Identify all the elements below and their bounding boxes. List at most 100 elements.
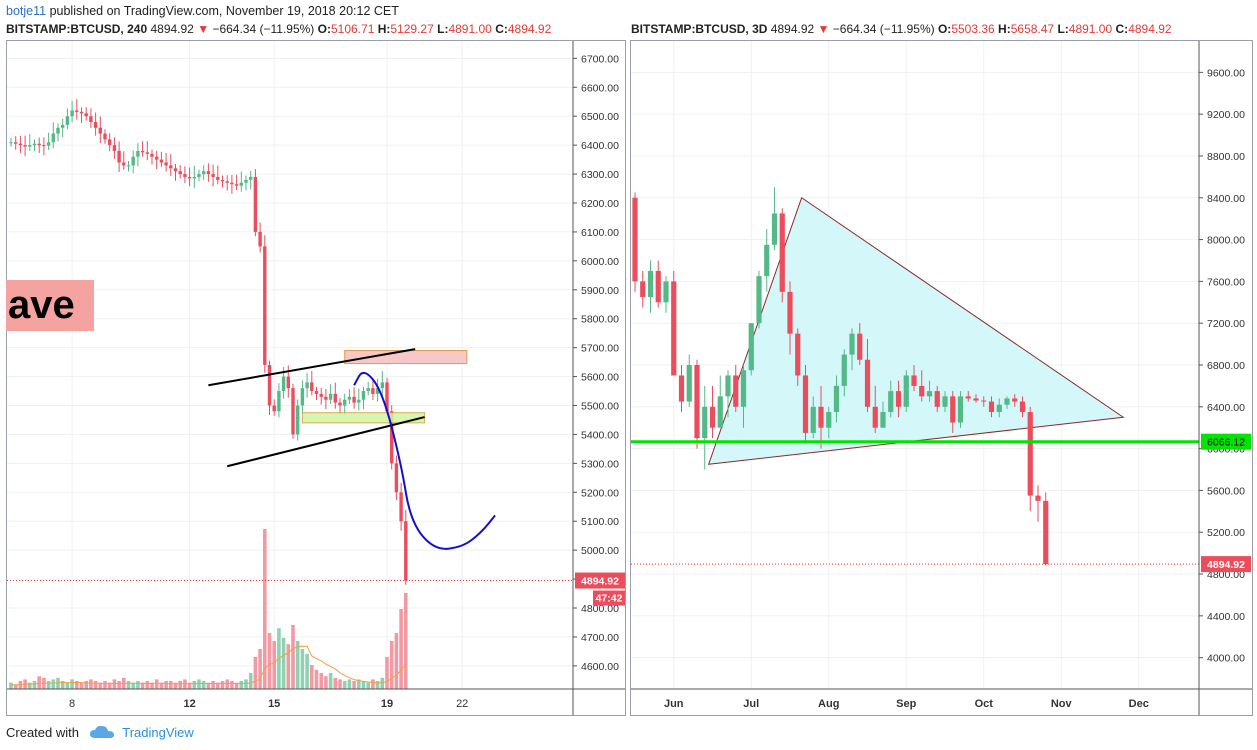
candle-body bbox=[51, 133, 55, 143]
tradingview-brand[interactable]: TradingView bbox=[122, 725, 194, 740]
publish-text: published on TradingView.com, November 1… bbox=[49, 4, 399, 18]
candle-body bbox=[880, 412, 886, 428]
y-tick-label: 5900.00 bbox=[581, 285, 619, 297]
volume-bar bbox=[117, 681, 121, 689]
low-label: L: bbox=[1057, 22, 1069, 36]
candle-body bbox=[300, 388, 305, 406]
volume-bar bbox=[107, 682, 112, 689]
volume-bar bbox=[183, 679, 187, 689]
candle-body bbox=[122, 162, 126, 166]
x-tick-label: Nov bbox=[1051, 698, 1073, 710]
volume-bar bbox=[84, 681, 88, 689]
candle-body bbox=[324, 396, 328, 400]
open-label: O: bbox=[317, 22, 331, 36]
candle-body bbox=[671, 281, 677, 376]
candle-body bbox=[725, 375, 731, 397]
volume-bar bbox=[37, 676, 41, 689]
volume-bar bbox=[164, 681, 168, 689]
candle-body bbox=[56, 127, 60, 134]
volume-bar bbox=[319, 673, 323, 689]
candle-body bbox=[202, 171, 206, 175]
candle-body bbox=[864, 359, 871, 407]
volume-bar bbox=[371, 679, 375, 689]
volume-bar bbox=[305, 653, 309, 689]
candle-body bbox=[973, 398, 979, 401]
y-tick-label: 6200.00 bbox=[581, 198, 619, 210]
open-value: 5106.71 bbox=[330, 22, 375, 36]
candle-body bbox=[385, 382, 389, 412]
candle-body bbox=[230, 182, 234, 185]
x-tick-label: Oct bbox=[975, 698, 994, 710]
candle-body bbox=[740, 370, 747, 407]
author-link[interactable]: botje11 bbox=[6, 4, 47, 18]
volume-bar bbox=[159, 682, 164, 689]
y-tick-label: 5600.00 bbox=[1207, 485, 1245, 497]
volume-bar bbox=[404, 593, 408, 689]
close-value: 4894.92 bbox=[1128, 22, 1172, 36]
candle-body bbox=[764, 244, 770, 277]
volume-bar bbox=[169, 681, 173, 689]
volume-bar bbox=[394, 633, 399, 689]
candle-body bbox=[934, 391, 940, 407]
candle-body bbox=[347, 396, 352, 400]
candle-body bbox=[333, 393, 337, 403]
candle-body bbox=[211, 174, 215, 177]
volume-bar bbox=[310, 665, 314, 689]
last-price: 4894.92 bbox=[770, 22, 815, 36]
candle-body bbox=[253, 176, 258, 232]
support-badge-label: 6066.12 bbox=[1207, 437, 1245, 449]
x-tick-label: 12 bbox=[183, 698, 195, 710]
candle-body bbox=[756, 276, 762, 324]
open-value: 5503.36 bbox=[951, 22, 995, 36]
projection-curve bbox=[353, 371, 496, 550]
candle-body bbox=[263, 246, 267, 365]
candle-body bbox=[380, 382, 384, 389]
left-chart-header: BITSTAMP:BTCUSD, 240 4894.92 ▼ −664.34 (… bbox=[6, 22, 551, 36]
y-tick-label: 6700.00 bbox=[581, 53, 619, 65]
right-chart-header: BITSTAMP:BTCUSD, 3D 4894.92 ▼ −664.34 (−… bbox=[631, 22, 1172, 36]
candle-body bbox=[950, 396, 956, 423]
low-value: 4891.00 bbox=[1068, 22, 1113, 36]
y-tick-label: 5400.00 bbox=[581, 429, 619, 441]
candle-body bbox=[150, 153, 154, 157]
chart-3d-panel[interactable]: 9600.00 9200.00 8800.00 8400.00 8000.00 7600.… bbox=[630, 40, 1253, 716]
high-value: 5658.47 bbox=[1010, 22, 1055, 36]
y-tick-label: 4000.00 bbox=[1207, 653, 1245, 665]
volume-sma-line bbox=[10, 645, 407, 686]
volume-bar bbox=[154, 679, 159, 689]
candle-body bbox=[187, 176, 192, 179]
volume-bar bbox=[357, 679, 361, 689]
x-tick-label: Jul bbox=[743, 698, 759, 710]
chart-4h-panel[interactable]: 6700.00 6600.00 6500.00 6400.00 6300.00 6200.… bbox=[6, 40, 626, 716]
down-arrow-icon: ▼ bbox=[197, 22, 210, 36]
last-price-badge bbox=[575, 572, 625, 589]
candle-body bbox=[239, 182, 243, 186]
chart-3d-svg[interactable]: 9600.00 9200.00 8800.00 8400.00 8000.00 7600.… bbox=[631, 41, 1252, 715]
candle-body bbox=[640, 281, 646, 298]
volume-bar bbox=[103, 681, 107, 689]
volume-bar bbox=[98, 682, 103, 689]
volume-bar bbox=[258, 649, 262, 689]
y-tick-label: 4400.00 bbox=[1207, 611, 1245, 623]
volume-bar bbox=[328, 673, 333, 689]
volume-bar bbox=[399, 609, 403, 689]
x-tick-label: Jun bbox=[664, 698, 684, 710]
last-price-badge-label: 4894.92 bbox=[581, 576, 619, 588]
volume-bar bbox=[281, 637, 286, 689]
created-with-text: Created with bbox=[6, 725, 79, 740]
candle-body bbox=[404, 521, 408, 581]
candle-body bbox=[234, 184, 239, 186]
candle-body bbox=[173, 168, 178, 172]
volume-bar bbox=[291, 625, 295, 689]
volume-bar bbox=[314, 669, 319, 689]
volume-bar bbox=[93, 681, 98, 689]
volume-bar bbox=[51, 679, 56, 689]
candle-body bbox=[79, 111, 84, 114]
candle-body bbox=[296, 405, 300, 435]
candle-body bbox=[37, 143, 41, 146]
candle-body bbox=[319, 393, 323, 397]
chart-4h-svg[interactable]: 6700.00 6600.00 6500.00 6400.00 6300.00 6200.… bbox=[7, 41, 625, 715]
y-tick-label: 5300.00 bbox=[581, 458, 619, 470]
candle-body bbox=[84, 113, 88, 117]
volume-bar bbox=[136, 681, 140, 689]
